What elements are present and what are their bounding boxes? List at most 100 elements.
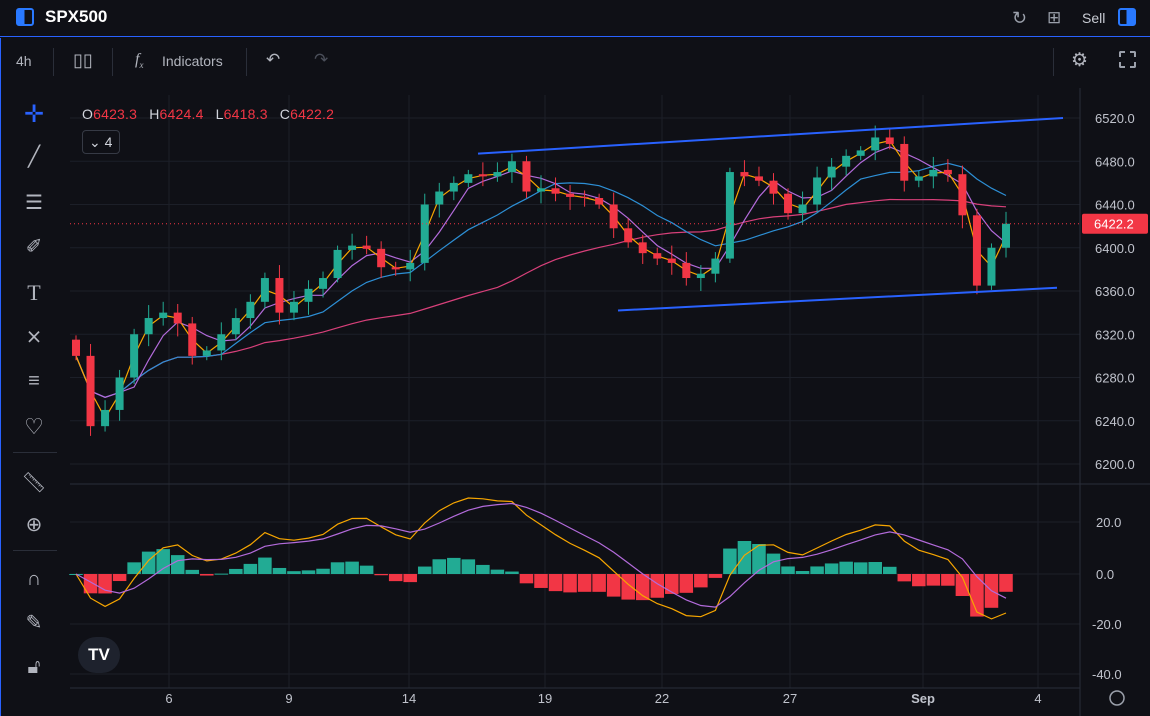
macd-histogram-bar [679, 574, 694, 593]
macd-histogram-bar [810, 566, 824, 574]
layout-grid-icon[interactable]: ⊞ [1047, 8, 1062, 27]
price-tick-label: 6360.0 [1095, 284, 1135, 299]
macd-histogram-bar [432, 559, 447, 574]
close-label: C [279, 106, 291, 122]
macd-histogram-bar [534, 574, 548, 588]
candle-body [333, 249, 342, 279]
candle-body [1002, 223, 1010, 248]
price-tick-label: 6440.0 [1095, 198, 1135, 213]
macd-histogram-bar [999, 574, 1013, 592]
text-icon[interactable]: T [27, 280, 41, 305]
macd-histogram-bar [170, 555, 185, 574]
macd-histogram-bar [577, 574, 592, 592]
candle-body [987, 247, 996, 286]
macd-histogram-bar [955, 574, 970, 596]
ruler-icon[interactable]: 📏︎ [21, 472, 47, 494]
price-tick-label: 6520.0 [1095, 111, 1135, 126]
symbol-title[interactable]: SPX500 [45, 7, 108, 26]
magnet-icon[interactable]: ∩ [26, 568, 42, 590]
divider [246, 48, 247, 76]
divider [13, 550, 57, 551]
brush-icon[interactable]: ✐ [25, 236, 43, 258]
panel-toggle-icon[interactable] [1118, 8, 1136, 26]
candle-body [624, 228, 633, 243]
macd-tick-label: -40.0 [1092, 667, 1122, 682]
candle-body [377, 248, 386, 268]
macd-histogram-bar [592, 574, 606, 592]
zoom-in-icon[interactable]: ⊕ [25, 514, 43, 536]
candle-body [943, 169, 952, 175]
macd-histogram-bar [243, 563, 258, 574]
candle-body [86, 355, 95, 427]
refresh-icon[interactable]: ↻ [1012, 8, 1028, 28]
trend-line-icon[interactable]: ╱ [27, 146, 41, 168]
pattern-icon[interactable]: ⨯ [25, 326, 43, 348]
sidebar-toggle-icon[interactable] [16, 8, 34, 26]
interval-button[interactable]: 4h [16, 53, 32, 69]
candle-body [638, 242, 647, 254]
horizontal-lines-icon[interactable]: ☰ [25, 192, 43, 214]
candle-body [275, 278, 284, 313]
candle-body [813, 177, 822, 205]
indicators-collapse-button[interactable]: ⌄ 4 [82, 130, 120, 154]
candle-body [740, 172, 749, 177]
candle-body [391, 267, 400, 270]
macd-histogram-bar [781, 566, 795, 574]
macd-histogram-bar [723, 548, 737, 574]
open-label: O [82, 106, 94, 122]
fx-icon[interactable]: fx [135, 51, 144, 71]
macd-histogram-bar [519, 574, 534, 584]
undo-icon[interactable]: ↶ [266, 50, 281, 69]
crosshair-icon[interactable]: ✛ [23, 101, 45, 128]
time-tick-label: 22 [655, 691, 669, 706]
candles-icon[interactable]: ▯▯ [73, 50, 93, 70]
candle-body [420, 204, 429, 263]
divider [1053, 48, 1054, 76]
macd-histogram-bar [941, 574, 955, 586]
macd-histogram-bar [301, 570, 316, 574]
candle-body [246, 301, 255, 319]
high-value: 6424.4 [159, 106, 204, 122]
pencil-lock-icon[interactable]: ✎ [25, 612, 43, 634]
fib-icon[interactable]: ≡ [28, 370, 40, 392]
candle-body [754, 176, 763, 181]
macd-histogram-bar [417, 566, 432, 574]
chevron-down-icon: ⌄ [89, 134, 101, 150]
candle-body [798, 204, 807, 214]
candle-body [871, 137, 880, 151]
macd-histogram-bar [650, 574, 665, 598]
candle-body [173, 312, 182, 324]
heart-icon[interactable]: ♡ [24, 414, 44, 439]
candle-body [289, 301, 298, 313]
candle-body [566, 193, 575, 197]
macd-histogram-bar [388, 574, 403, 582]
trend-line-lower [617, 286, 1058, 312]
redo-icon[interactable]: ↷ [314, 50, 329, 69]
candle-body [72, 339, 80, 356]
macd-histogram-bar [708, 574, 723, 578]
candle-body [507, 161, 516, 173]
chart-settings-icon[interactable] [1109, 690, 1125, 706]
macd-histogram-bar [185, 569, 200, 574]
candle-body [188, 323, 197, 356]
fullscreen-icon[interactable] [1119, 51, 1136, 68]
candle-body [348, 245, 357, 250]
macd-histogram-bar [766, 553, 781, 574]
candle-body [769, 180, 778, 194]
candle-body [958, 174, 967, 216]
divider [13, 452, 57, 453]
candle-body [522, 161, 531, 192]
trend-line-upper [477, 117, 1064, 155]
last-price-label: 6422.2 [1094, 217, 1134, 232]
gear-icon[interactable]: ⚙ [1071, 50, 1089, 71]
sell-button[interactable]: Sell [1082, 10, 1106, 26]
candle-body [551, 188, 560, 194]
indicators-button[interactable]: Indicators [162, 53, 223, 69]
macd-histogram-bar [912, 574, 926, 587]
tradingview-logo[interactable]: TV [78, 637, 120, 673]
lock-icon[interactable]: 🔓︎ [27, 656, 41, 678]
candle-body [493, 172, 502, 177]
candle-body [260, 278, 269, 302]
candle-body [231, 318, 240, 335]
